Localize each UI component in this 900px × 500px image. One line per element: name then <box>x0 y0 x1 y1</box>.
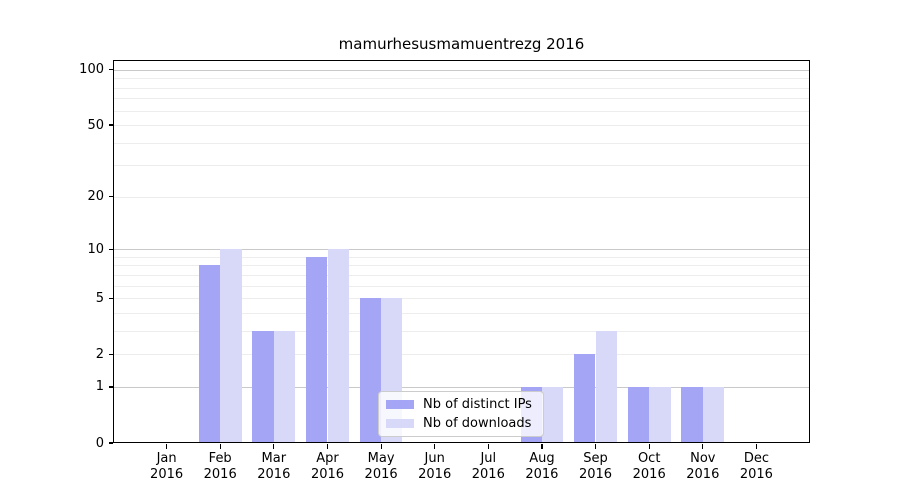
y-tick-mark-5 <box>108 297 113 299</box>
bar-oct-distinct-ips <box>627 386 650 443</box>
gridline-minor-9 <box>113 256 810 258</box>
y-tick-label-2: 2 <box>95 346 104 362</box>
gridline-minor-40 <box>113 142 810 144</box>
gridline-minor-60 <box>113 110 810 112</box>
x-tick-mark-mar <box>273 444 275 449</box>
y-tick-label-50: 50 <box>87 117 104 133</box>
bar-sep-downloads <box>595 330 617 443</box>
legend-swatch-downloads <box>386 419 414 428</box>
x-tick-label-nov: Nov 2016 <box>686 451 720 482</box>
x-tick-label-sep: Sep 2016 <box>578 451 613 482</box>
chart-title: mamurhesusmamuentrezg 2016 <box>338 35 585 53</box>
legend-label-distinct-ips: Nb of distinct IPs <box>423 397 532 412</box>
gridline-minor-80 <box>113 87 810 89</box>
y-tick-label-0: 0 <box>95 435 104 451</box>
x-tick-mark-apr <box>326 444 329 449</box>
x-tick-label-dec: Dec 2016 <box>739 451 773 482</box>
gridline-minor-5 <box>113 298 810 300</box>
bar-feb-distinct-ips <box>198 265 221 443</box>
y-tick-label-10: 10 <box>87 241 104 257</box>
bar-feb-downloads <box>220 249 242 443</box>
y-tick-label-1: 1 <box>95 379 104 395</box>
x-tick-label-mar: Mar 2016 <box>257 451 291 482</box>
x-tick-mark-jan <box>166 444 168 449</box>
x-tick-label-jan: Jan 2016 <box>150 451 184 482</box>
gridline-major-1 <box>113 386 810 388</box>
x-tick-label-apr: Apr 2016 <box>310 451 345 482</box>
gridline-minor-3 <box>113 330 810 332</box>
y-tick-mark-10 <box>108 248 113 250</box>
legend-item-downloads: Nb of downloads <box>386 414 536 433</box>
y-tick-label-100: 100 <box>79 62 104 78</box>
y-tick-mark-2 <box>108 353 113 355</box>
x-tick-mark-dec <box>755 444 758 449</box>
legend-label-downloads: Nb of downloads <box>423 416 532 431</box>
x-tick-mark-nov <box>702 444 704 449</box>
gridline-minor-20 <box>113 196 810 198</box>
gridline-minor-30 <box>113 165 810 167</box>
bar-mar-distinct-ips <box>252 330 274 443</box>
plot-area <box>113 60 810 443</box>
x-tick-mark-may <box>380 444 382 449</box>
legend: Nb of distinct IPs Nb of downloads <box>378 391 544 437</box>
y-tick-label-5: 5 <box>95 290 104 306</box>
x-tick-label-jun: Jun 2016 <box>418 451 452 482</box>
bar-nov-distinct-ips <box>681 386 703 443</box>
gridline-minor-50 <box>113 125 810 126</box>
y-tick-mark-20 <box>108 196 113 198</box>
x-tick-label-jul: Jul 2016 <box>471 451 505 482</box>
gridline-major-10 <box>113 249 810 251</box>
gridline-minor-2 <box>113 354 810 356</box>
x-tick-mark-feb <box>219 444 221 449</box>
y-tick-mark-100 <box>108 69 113 71</box>
legend-item-distinct-ips: Nb of distinct IPs <box>386 395 536 414</box>
gridline-minor-70 <box>113 98 810 100</box>
x-tick-mark-jun <box>434 444 436 449</box>
bar-aug-downloads <box>541 386 564 443</box>
bar-apr-distinct-ips <box>306 256 328 443</box>
x-tick-mark-sep <box>594 444 597 449</box>
gridline-major-100 <box>113 69 810 71</box>
bar-apr-downloads <box>327 249 349 443</box>
bar-may-distinct-ips <box>359 298 382 443</box>
gridline-minor-6 <box>113 285 810 287</box>
x-tick-label-aug: Aug 2016 <box>525 451 559 482</box>
y-tick-mark-50 <box>108 124 113 126</box>
x-tick-label-may: May 2016 <box>364 451 398 482</box>
gridline-minor-7 <box>113 274 810 276</box>
bar-mar-downloads <box>273 330 296 443</box>
x-tick-mark-oct <box>648 444 650 449</box>
gridline-minor-90 <box>113 78 810 80</box>
bar-nov-downloads <box>702 386 725 443</box>
bar-sep-distinct-ips <box>574 354 596 443</box>
x-tick-mark-aug <box>541 444 543 449</box>
y-tick-mark-0 <box>108 442 113 444</box>
gridline-minor-8 <box>113 265 810 267</box>
bar-oct-downloads <box>649 386 671 443</box>
x-tick-mark-jul <box>487 444 489 449</box>
y-tick-mark-1 <box>108 386 113 388</box>
y-tick-label-20: 20 <box>87 189 104 205</box>
legend-swatch-distinct-ips <box>386 400 414 409</box>
gridline-minor-4 <box>113 312 810 314</box>
x-tick-label-oct: Oct 2016 <box>632 451 666 482</box>
x-tick-label-feb: Feb 2016 <box>203 451 237 482</box>
